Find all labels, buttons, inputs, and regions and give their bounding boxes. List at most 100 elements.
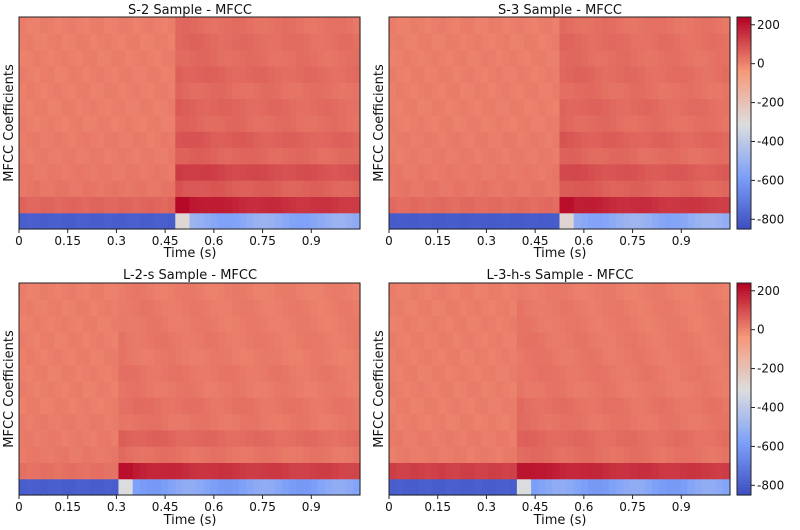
- heatmap-cell: [82, 196, 91, 214]
- heatmap-cell: [189, 299, 198, 317]
- heatmap-cell: [694, 82, 703, 100]
- heatmap-cell: [82, 65, 91, 83]
- colorbar-segment: [737, 452, 751, 456]
- heatmap-cell: [396, 462, 404, 480]
- heatmap-cell: [545, 65, 553, 83]
- heatmap-cell: [637, 33, 646, 51]
- heatmap-cell: [281, 196, 290, 214]
- heatmap-cell: [609, 429, 617, 447]
- heatmap-cell: [666, 114, 674, 132]
- heatmap-cell: [573, 331, 582, 349]
- heatmap-cell: [303, 283, 311, 300]
- heatmap-cell: [139, 196, 148, 214]
- heatmap-cell: [438, 380, 447, 398]
- heatmap-cell: [33, 364, 41, 382]
- heatmap-cell: [545, 397, 553, 415]
- heatmap-cell: [246, 98, 255, 116]
- heatmap-cell: [452, 147, 461, 165]
- heatmap-cell: [210, 380, 219, 398]
- heatmap-cell: [125, 17, 134, 34]
- heatmap-cell: [153, 429, 162, 447]
- heatmap-cell: [68, 348, 77, 366]
- heatmap-cell: [132, 462, 141, 480]
- heatmap-cell: [587, 147, 596, 165]
- heatmap-cell: [715, 49, 724, 67]
- heatmap-cell: [595, 33, 603, 51]
- heatmap-cell: [324, 17, 333, 34]
- heatmap-cell: [467, 315, 475, 333]
- heatmap-cell: [338, 462, 347, 480]
- heatmap-cell: [225, 331, 233, 349]
- heatmap-cell: [580, 299, 589, 317]
- heatmap-cell: [694, 65, 703, 83]
- heatmap-cell: [189, 82, 198, 100]
- colorbar-segment: [737, 64, 751, 68]
- heatmap-cell: [460, 462, 468, 480]
- heatmap-cell: [303, 299, 311, 317]
- heatmap-cell: [338, 446, 347, 463]
- heatmap-cell: [331, 380, 340, 398]
- heatmap-cell: [217, 413, 226, 431]
- heatmap-cell: [118, 283, 127, 300]
- heatmap-cell: [516, 114, 525, 132]
- heatmap-cell: [715, 348, 724, 366]
- heatmap-cell: [274, 299, 283, 317]
- heatmap-cell: [352, 163, 361, 181]
- heatmap-cell: [488, 364, 497, 382]
- heatmap-cell: [111, 147, 120, 165]
- heatmap-cell: [651, 283, 660, 300]
- heatmap-cell: [630, 82, 639, 100]
- heatmap-cell: [424, 98, 433, 116]
- heatmap-cell: [217, 299, 226, 317]
- x-tick-label: 0.15: [424, 234, 451, 248]
- heatmap-cell: [331, 33, 340, 51]
- heatmap-cell: [90, 17, 98, 34]
- heatmap-cell: [452, 283, 461, 300]
- heatmap-cell: [417, 49, 426, 67]
- heatmap-cell: [431, 17, 440, 34]
- heatmap-cell: [338, 413, 347, 431]
- heatmap-cell: [118, 331, 127, 349]
- heatmap-cell: [630, 212, 639, 230]
- heatmap-cell: [566, 98, 575, 116]
- heatmap-cell: [246, 462, 255, 480]
- heatmap-cell: [345, 364, 354, 382]
- colorbar-tick-label: 200: [757, 284, 780, 298]
- heatmap-cell: [239, 98, 247, 116]
- heatmap-cell: [474, 283, 482, 300]
- heatmap-cell: [68, 98, 77, 116]
- heatmap-cell: [438, 299, 447, 317]
- heatmap-cell: [281, 380, 290, 398]
- heatmap-cell: [139, 348, 148, 366]
- heatmap-cell: [580, 180, 589, 197]
- heatmap-cell: [467, 478, 475, 496]
- colorbar-segment: [737, 336, 751, 340]
- heatmap-cell: [623, 397, 632, 415]
- heatmap-cell: [203, 364, 212, 382]
- heatmap-cell: [168, 380, 176, 398]
- heatmap-cell: [666, 429, 674, 447]
- heatmap-cell: [331, 163, 340, 181]
- heatmap-cell: [19, 49, 27, 67]
- heatmap-cell: [410, 163, 419, 181]
- heatmap-cell: [296, 131, 304, 149]
- heatmap-cell: [274, 49, 283, 67]
- heatmap-cell: [225, 380, 233, 398]
- heatmap-cell: [54, 348, 63, 366]
- colorbar-segment: [737, 290, 751, 295]
- heatmap-cell: [651, 33, 660, 51]
- heatmap-cell: [467, 131, 475, 149]
- heatmap-cell: [488, 17, 497, 34]
- heatmap-cell: [708, 131, 717, 149]
- heatmap-cell: [303, 212, 311, 230]
- heatmap-cell: [559, 196, 568, 214]
- heatmap-cell: [225, 348, 233, 366]
- heatmap-cell: [75, 478, 84, 496]
- heatmap-cell: [352, 180, 361, 197]
- x-tick-label: 0.9: [302, 500, 321, 514]
- heatmap-cell: [61, 283, 70, 300]
- heatmap-cell: [552, 212, 561, 230]
- heatmap-cell: [246, 65, 255, 83]
- heatmap-cell: [175, 180, 183, 197]
- heatmap-cell: [403, 180, 411, 197]
